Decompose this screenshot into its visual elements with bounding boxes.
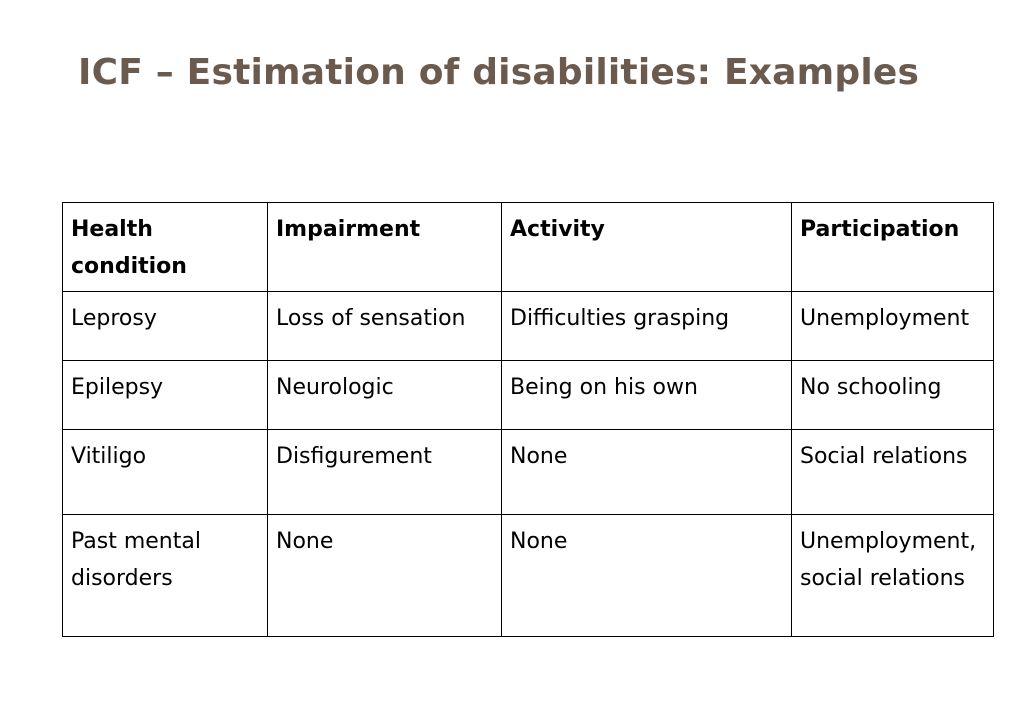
- cell-impairment: None: [267, 514, 502, 637]
- cell-health-condition: Epilepsy: [62, 360, 268, 430]
- header-impairment: Impairment: [267, 202, 502, 292]
- icf-examples-table: Health condition Impairment Activity Par…: [62, 202, 994, 637]
- cell-participation: No schooling: [791, 360, 994, 430]
- cell-health-condition: Vitiligo: [62, 429, 268, 515]
- cell-activity: Being on his own: [501, 360, 792, 430]
- header-health-condition: Health condition: [62, 202, 268, 292]
- cell-impairment: Neurologic: [267, 360, 502, 430]
- header-activity: Activity: [501, 202, 792, 292]
- slide-title: ICF – Estimation of disabilities: Exampl…: [78, 52, 920, 93]
- cell-health-condition: Past mental disorders: [62, 514, 268, 637]
- table-row: Leprosy Loss of sensation Difficulties g…: [62, 291, 994, 361]
- cell-activity: None: [501, 429, 792, 515]
- cell-participation: Unemployment, social relations: [791, 514, 994, 637]
- cell-activity: None: [501, 514, 792, 637]
- table-row: Vitiligo Disfigurement None Social relat…: [62, 429, 994, 515]
- cell-participation: Social relations: [791, 429, 994, 515]
- cell-impairment: Disfigurement: [267, 429, 502, 515]
- cell-activity: Difficulties grasping: [501, 291, 792, 361]
- header-participation: Participation: [791, 202, 994, 292]
- table-row: Past mental disorders None None Unemploy…: [62, 514, 994, 637]
- cell-participation: Unemployment: [791, 291, 994, 361]
- table-header-row: Health condition Impairment Activity Par…: [62, 202, 994, 292]
- cell-health-condition: Leprosy: [62, 291, 268, 361]
- table-row: Epilepsy Neurologic Being on his own No …: [62, 360, 994, 430]
- cell-impairment: Loss of sensation: [267, 291, 502, 361]
